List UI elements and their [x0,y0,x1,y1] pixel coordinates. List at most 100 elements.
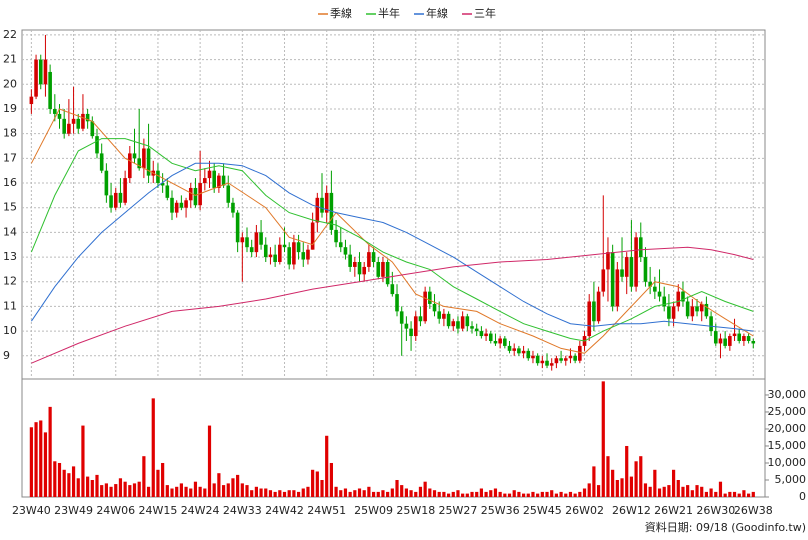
volume-bar [681,486,685,497]
candle-body [620,269,624,277]
candle-body [160,183,165,186]
volume-bar [146,486,151,497]
candle-body [226,185,231,203]
candle-body [385,262,390,285]
y-tick-label: 18 [3,127,17,140]
candle-body [132,153,137,159]
volume-bar [226,483,230,497]
volume-bar [259,488,263,497]
volume-bar [395,479,399,497]
volume-bar [132,483,137,497]
candle-body [137,158,141,169]
volume-bar [128,485,132,497]
volume-bar [273,491,277,497]
candle-body [128,153,132,179]
candle-body [662,296,667,307]
candle-body [85,113,90,122]
volume-bar [690,490,694,497]
y-tick-label: 9 [3,349,10,362]
volume-bar [550,490,554,497]
volume-bar [643,483,648,497]
candle-body [742,336,746,341]
candle-body [231,202,235,213]
candle-body [732,333,737,337]
candle-body [535,355,540,364]
candle-body [278,244,282,262]
volume-bar [526,493,530,497]
candle-body [634,237,638,287]
candle-body [324,192,329,213]
volume-bar [231,478,235,497]
candle-body [296,242,301,253]
volume-bar [639,456,643,497]
candle-body [343,247,348,255]
volume-bar [156,469,160,497]
volume-bar [240,483,244,497]
candle-body [334,229,338,243]
volume-bar [371,491,376,497]
candle-body [638,237,643,258]
candle-body [357,262,362,275]
volume-bar [442,491,446,497]
volume-bar [592,466,596,497]
candle-body [109,195,113,208]
volume-bar [357,488,362,497]
candle-body [367,252,371,267]
volume-bar [353,490,357,497]
volume-bar [386,491,390,497]
candle-body [540,360,545,364]
volume-bar [423,481,427,497]
ma-line [31,246,754,364]
candle-body [193,187,198,206]
volume-bar [250,490,254,497]
candle-body [95,136,99,154]
candle-body [699,303,704,312]
volume-bar [648,486,652,497]
candle-body [451,321,456,327]
volume-bar [367,486,371,497]
volume-bar [686,485,690,497]
candle-body [643,257,648,282]
volume-bar [428,488,432,497]
candle-body [29,96,34,105]
x-tick-label: 23W49 [54,504,93,517]
candle-body [381,262,385,277]
volume-bar [470,491,474,497]
volume-bar [86,476,90,497]
volume-bar [625,445,629,497]
candle-body [512,348,517,351]
candle-body [376,262,381,277]
x-tick-label: 24W06 [96,504,135,517]
volume-bar [203,488,207,497]
volume-bar [545,491,549,497]
x-tick-label: 26W21 [654,504,693,517]
volume-bar [207,425,212,497]
volume-bar [48,406,52,497]
volume-bar [671,469,676,497]
volume-bar [451,491,455,497]
volume-bar [39,420,43,497]
candle-body [442,313,446,319]
x-tick-label: 25W27 [439,504,478,517]
candle-body [282,244,287,248]
volume-bar [479,488,483,497]
volume-tick-label: 10,000 [768,456,807,469]
candle-body [174,202,179,213]
volume-bar [193,481,198,497]
y-tick-label: 19 [3,102,17,115]
candle-body [601,269,606,292]
volume-bar [400,485,404,497]
ma-line [30,162,754,332]
volume-bar [714,491,718,497]
volume-bar [456,490,460,497]
y-tick-label: 15 [3,201,17,214]
volume-bar [184,486,188,497]
volume-bar [179,483,183,497]
volume-bar [114,484,118,497]
candle-body [38,59,43,85]
candle-body [498,338,502,344]
source-note: 資料日期: 09/18 (Goodinfo.tw) [645,520,806,534]
volume-bar [512,490,516,497]
candle-body [465,316,470,327]
candle-body [573,355,577,361]
